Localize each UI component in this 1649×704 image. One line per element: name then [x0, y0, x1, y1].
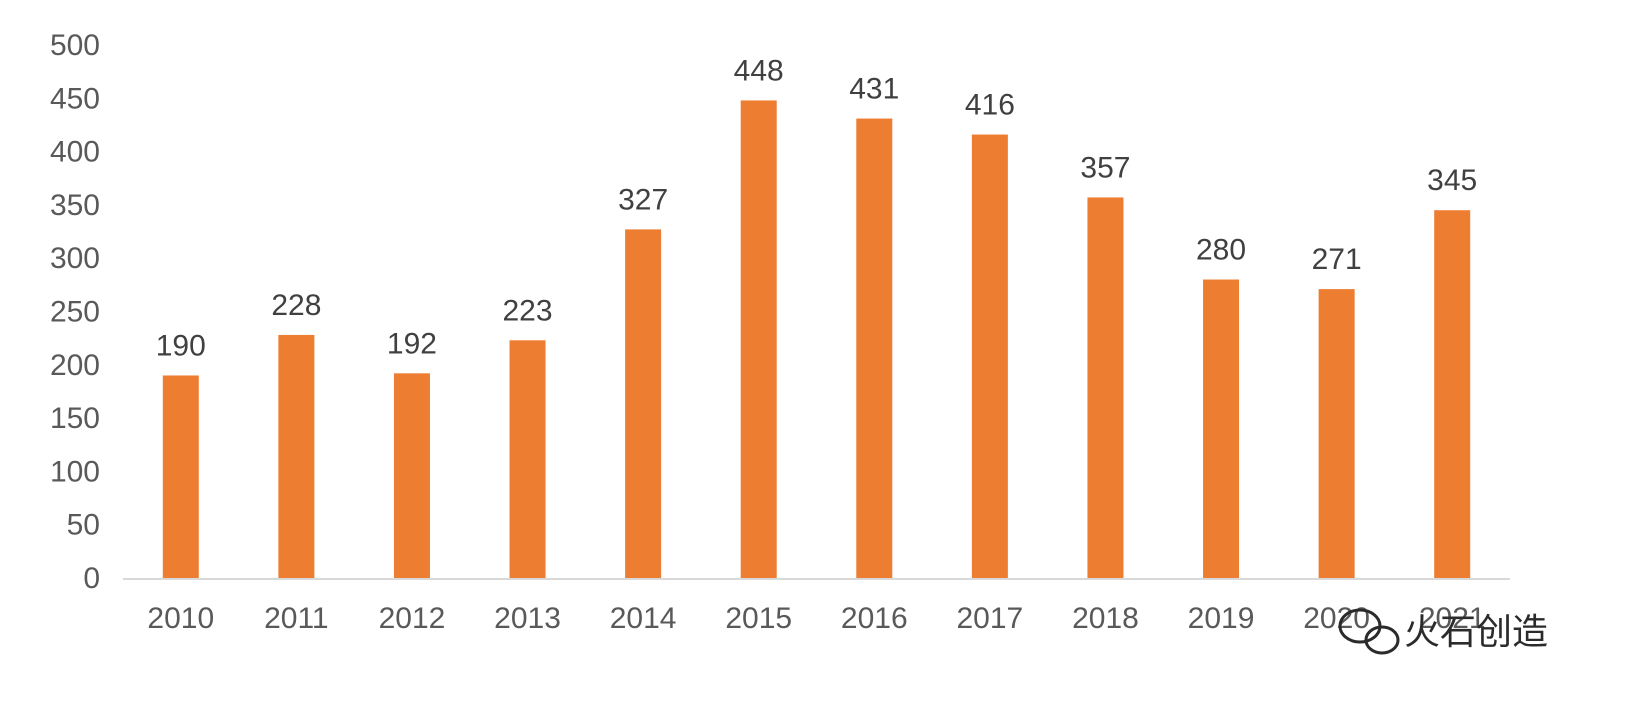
x-tick-label: 2011	[264, 602, 329, 635]
bar	[1203, 279, 1240, 578]
x-tick-label: 2021	[1419, 602, 1486, 635]
watermark: 火石创造	[1338, 608, 1548, 655]
bar	[162, 375, 199, 578]
y-axis-ticks: 0 50 100 150 200 250 300 350 400 450 500	[50, 29, 100, 595]
data-label: 431	[849, 73, 899, 106]
bar	[856, 118, 893, 578]
watermark-text: 火石创造	[1404, 612, 1548, 653]
y-tick-label: 300	[50, 242, 100, 275]
data-label: 280	[1196, 234, 1246, 267]
x-tick-label: 2020	[1303, 602, 1370, 635]
x-tick-label: 2015	[725, 602, 792, 635]
x-axis-ticks: 2010 2011 2012 2013 2014 2015 2016 2017 2018 2019…	[147, 602, 1485, 635]
y-tick-label: 250	[50, 296, 100, 329]
x-tick-label: 2013	[494, 602, 561, 635]
y-tick-label: 450	[50, 82, 100, 115]
x-tick-label: 2014	[610, 602, 677, 635]
y-tick-label: 0	[83, 562, 100, 595]
x-tick-label: 2012	[379, 602, 446, 635]
y-tick-label: 200	[50, 349, 100, 382]
data-label: 228	[271, 289, 321, 322]
y-tick-label: 150	[50, 402, 100, 435]
y-tick-label: 500	[50, 29, 100, 62]
bar	[971, 134, 1008, 578]
bars	[162, 100, 1471, 579]
y-tick-label: 50	[67, 509, 100, 542]
data-label: 223	[503, 294, 553, 327]
bar	[1434, 210, 1471, 579]
x-tick-label: 2010	[147, 602, 214, 635]
bar	[1318, 289, 1355, 578]
y-tick-label: 400	[50, 136, 100, 169]
data-label: 192	[387, 327, 437, 360]
x-tick-label: 2017	[957, 602, 1024, 635]
y-tick-label: 100	[50, 455, 100, 488]
data-labels: 190 228 192 223 327 448 431 416 357 280 271 345	[156, 54, 1477, 362]
data-label: 271	[1312, 243, 1362, 276]
wechat-icon	[1338, 608, 1400, 655]
y-tick-label: 350	[50, 189, 100, 222]
data-label: 345	[1427, 164, 1477, 197]
data-label: 190	[156, 329, 206, 362]
data-label: 416	[965, 89, 1015, 122]
x-tick-label: 2016	[841, 602, 908, 635]
data-label: 357	[1080, 151, 1130, 184]
data-label: 448	[734, 54, 784, 87]
bar	[509, 340, 546, 578]
data-label: 327	[618, 183, 668, 216]
bar	[278, 334, 315, 578]
bar	[740, 100, 777, 578]
x-tick-label: 2019	[1188, 602, 1255, 635]
x-tick-label: 2018	[1072, 602, 1139, 635]
bar	[393, 373, 430, 578]
bar	[625, 229, 662, 578]
bar	[1087, 197, 1124, 579]
